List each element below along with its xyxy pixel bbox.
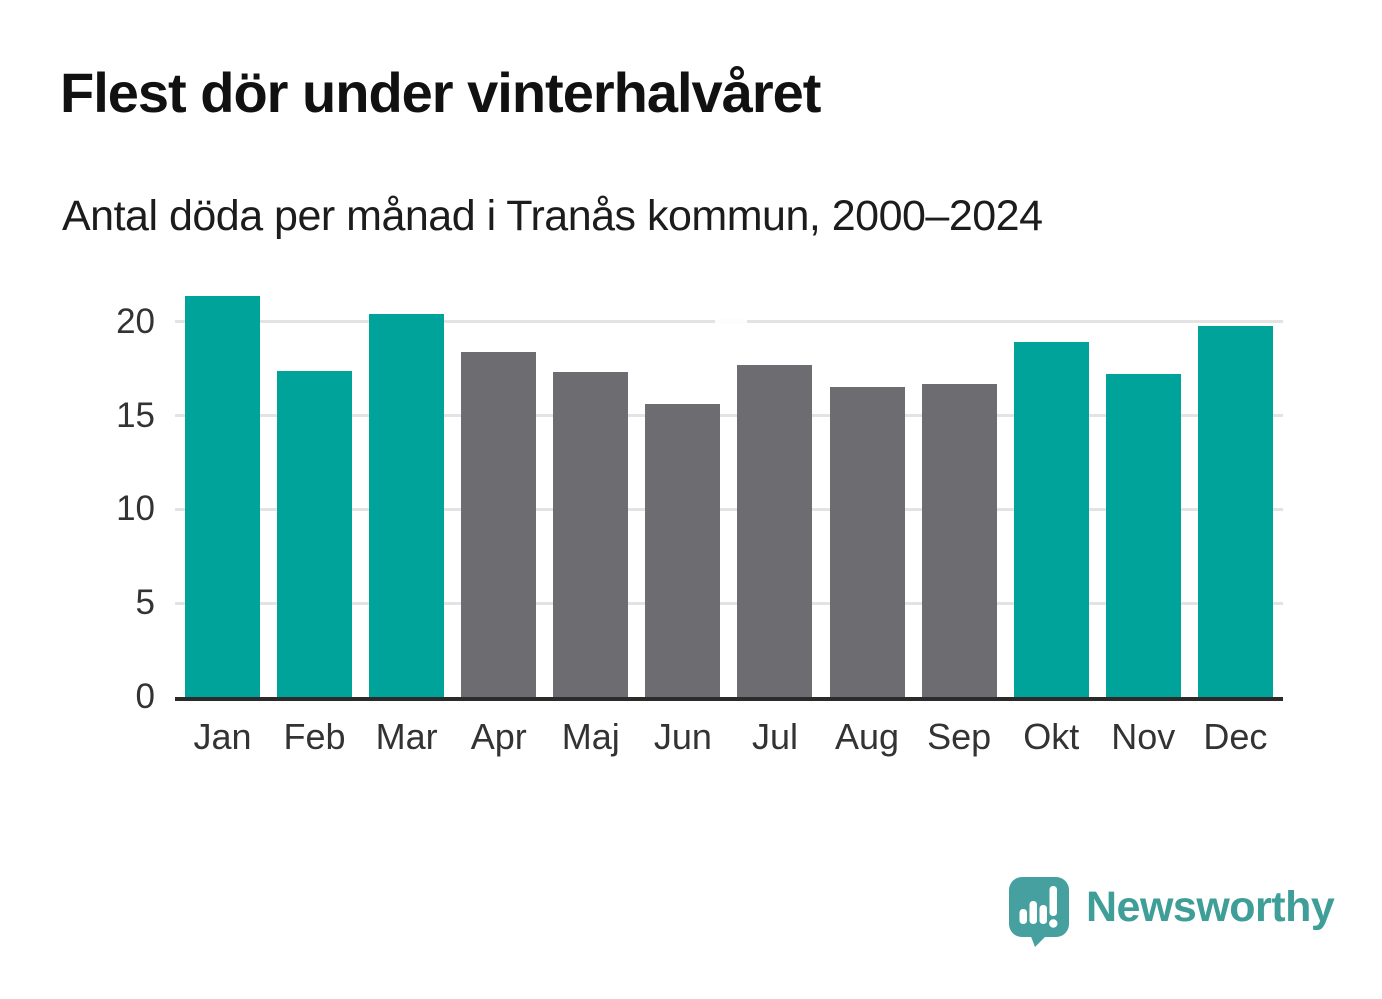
bar-sep — [921, 383, 997, 697]
x-tick-label-dec: Dec — [1203, 716, 1268, 757]
bar-mar — [369, 314, 445, 697]
chart-title: Flest dör under vinterhalvåret — [60, 61, 821, 124]
x-tick-label-sep: Sep — [927, 716, 992, 757]
bar-aug — [829, 387, 905, 697]
y-tick-label-5: 5 — [135, 583, 155, 623]
x-tick-label-aug: Aug — [835, 716, 900, 757]
bar-okt — [1013, 342, 1089, 697]
y-tick-label-20: 20 — [116, 301, 155, 341]
bar-series — [175, 288, 1283, 697]
x-tick-label-feb: Feb — [283, 716, 346, 757]
plot-area — [175, 288, 1283, 701]
x-tick-label-maj: Maj — [561, 716, 620, 757]
y-tick-label-10: 10 — [116, 489, 155, 529]
x-tick-label-jul: Jul — [751, 716, 798, 757]
gridline-gap-artifact — [715, 319, 747, 325]
bar-feb — [277, 370, 353, 697]
bar-apr — [461, 351, 537, 697]
gridline-15 — [175, 414, 1283, 418]
x-tick-label-okt: Okt — [1023, 716, 1080, 757]
bar-jan — [185, 295, 260, 697]
x-tick-label-jun: Jun — [653, 716, 712, 757]
y-tick-label-15: 15 — [116, 395, 155, 435]
newsworthy-speech-bubble-bar-chart-icon — [1009, 877, 1069, 947]
gridline-5 — [175, 601, 1283, 605]
bar-jul — [737, 364, 813, 697]
bar-nov — [1105, 374, 1181, 697]
x-tick-label-nov: Nov — [1111, 716, 1176, 757]
bar-jun — [645, 404, 721, 697]
x-tick-label-jan: Jan — [193, 716, 252, 757]
x-axis: Jan Feb Mar Apr Maj Jun Jul Aug Sep Okt Nov Dec — [175, 715, 1283, 758]
bar-maj — [553, 372, 629, 697]
y-tick-label-0: 0 — [135, 677, 155, 716]
newsworthy-wordmark: Newsworthy — [1086, 883, 1335, 931]
newsworthy-logo: Newsworthy — [1008, 876, 1335, 948]
chart-subtitle: Antal döda per månad i Tranås kommun, 20… — [62, 192, 1043, 240]
x-tick-label-apr: Apr — [470, 716, 527, 757]
gridline-10 — [175, 507, 1283, 511]
bar-dec — [1197, 325, 1273, 697]
x-tick-label-mar: Mar — [375, 716, 438, 757]
